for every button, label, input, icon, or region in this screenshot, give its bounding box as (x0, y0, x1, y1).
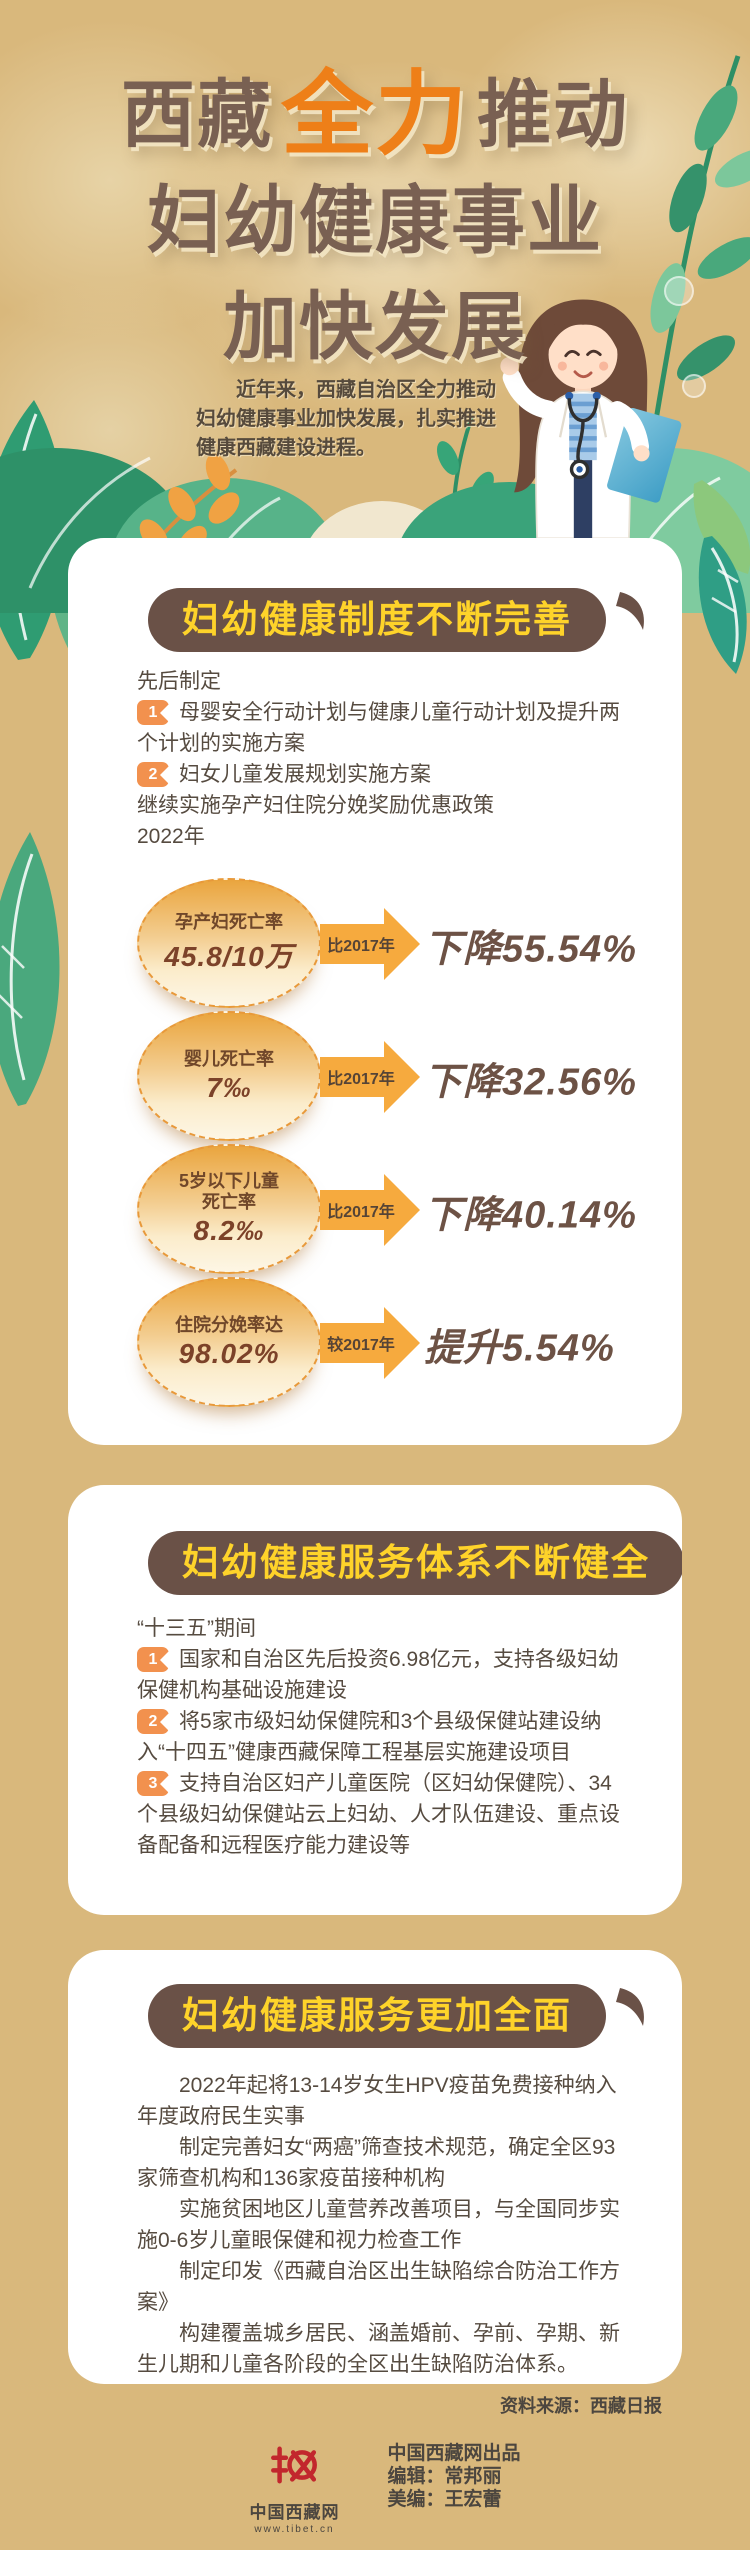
credits: 中国西藏网出品 编辑：常邦丽 美编：王宏蕾 (387, 2438, 520, 2511)
year-label: 2022年 (137, 825, 205, 848)
numbered-item: 1 母婴安全行动计划与健康儿童行动计划及提升两个计划的实施方案 (137, 700, 620, 755)
credit-line: 中国西藏网出品 (387, 2443, 521, 2464)
section-title-pill: 妇幼健康制度不断完善 (148, 588, 606, 652)
stat-row-under5-mortality: 5岁以下儿童死亡率 8.2‰ 比2017年 下降40.14% (68, 1144, 682, 1277)
china-tibet-net-logo (271, 2446, 318, 2484)
item-number-badge: 3 (137, 1771, 169, 1796)
section-header: 妇幼健康制度不断完善 (148, 588, 682, 652)
item-number-badge: 1 (137, 1647, 169, 1672)
item-number-badge: 2 (137, 1709, 169, 1734)
numbered-item: 2 妇女儿童发展规划实施方案 (137, 759, 626, 790)
page-title: 西藏全力 推动 妇幼健康事业 加快发展 (0, 62, 750, 381)
comparison-arrow-icon: 较2017年 (320, 1305, 420, 1381)
footer: 中国西藏网 www.tibet.cn 中国西藏网出品 编辑：常邦丽 美编：王宏蕾 (0, 2438, 750, 2535)
section-header: 妇幼健康服务体系不断健全 (148, 1531, 682, 1595)
statistics-list: 孕产妇死亡率 45.8/10万 比2017年 下降55.54% 婴儿死亡率 7‰… (68, 878, 682, 1410)
card-body: 先后制定 1 母婴安全行动计划与健康儿童行动计划及提升两个计划的实施方案 2 妇女儿… (137, 666, 626, 852)
card-health-system-improvement: 妇幼健康制度不断完善 先后制定 1 母婴安全行动计划与健康儿童行动计划及提升两个计… (68, 538, 682, 1445)
card-body: “十三五”期间 1 国家和自治区先后投资6.98亿元，支持各级妇幼保健机构基础设施… (137, 1613, 626, 1861)
source-line: 资料来源：西藏日报 (500, 2396, 662, 2416)
comparison-arrow-icon: 比2017年 (320, 1172, 420, 1248)
policy-line: 继续实施孕产妇住院分娩奖励优惠政策 (137, 794, 494, 817)
stat-result: 提升5.54% (424, 1327, 615, 1369)
numbered-item: 1 国家和自治区先后投资6.98亿元，支持各级妇幼保健机构基础设施建设 (137, 1647, 619, 1702)
credit-line: 编辑：常邦丽 (387, 2466, 502, 2487)
stat-result: 下降40.14% (424, 1194, 637, 1236)
section-title-pill: 妇幼健康服务体系不断健全 (148, 1531, 682, 1595)
stat-row-infant-mortality: 婴儿死亡率 7‰ 比2017年 下降32.56% (68, 1011, 682, 1144)
lead-text: “十三五”期间 (137, 1617, 256, 1640)
stat-bubble: 5岁以下儿童死亡率 8.2‰ (137, 1144, 321, 1274)
card-body: 2022年起将13-14岁女生HPV疫苗免费接种纳入年度政府民生实事 制定完善妇… (137, 2070, 626, 2380)
stat-bubble: 孕产妇死亡率 45.8/10万 (137, 878, 321, 1008)
lead-text: 先后制定 (137, 670, 221, 693)
paragraph: 制定完善妇女“两癌”筛查技术规范，确定全区93家筛查机构和136家疫苗接种机构 (137, 2136, 616, 2190)
intro-paragraph: 近年来，西藏自治区全力推动妇幼健康事业加快发展，扎实推进健康西藏建设进程。 (196, 379, 496, 459)
card-service-system: 妇幼健康服务体系不断健全 “十三五”期间 1 国家和自治区先后投资6.98亿元，支… (68, 1485, 682, 1915)
paragraph: 2022年起将13-14岁女生HPV疫苗免费接种纳入年度政府民生实事 (137, 2074, 617, 2128)
comparison-arrow-icon: 比2017年 (320, 906, 420, 982)
logo-name: 中国西藏网 (249, 2503, 340, 2522)
paragraph: 制定印发《西藏自治区出生缺陷综合防治工作方案》 (137, 2260, 620, 2314)
paragraph: 实施贫困地区儿童营养改善项目，与全国同步实施0-6岁儿童眼保健和视力检查工作 (137, 2198, 620, 2252)
stat-result: 下降32.56% (424, 1061, 637, 1103)
credit-line: 美编：王宏蕾 (387, 2489, 502, 2510)
title-line-1: 西藏全力 推动 (120, 64, 629, 166)
stat-row-hospital-delivery: 住院分娩率达 98.02% 较2017年 提升5.54% (68, 1277, 682, 1410)
title-accent: 全力 (280, 64, 469, 166)
section-header: 妇幼健康服务更加全面 (148, 1984, 682, 2048)
stat-bubble: 住院分娩率达 98.02% (137, 1277, 321, 1407)
stat-bubble: 婴儿死亡率 7‰ (137, 1011, 321, 1141)
section-title-pill: 妇幼健康服务更加全面 (148, 1984, 606, 2048)
item-number-badge: 1 (137, 700, 169, 725)
stat-row-maternal-mortality: 孕产妇死亡率 45.8/10万 比2017年 下降55.54% (68, 878, 682, 1011)
stat-result: 下降55.54% (424, 928, 637, 970)
title-tail-icon (616, 1988, 644, 2026)
item-number-badge: 2 (137, 762, 169, 787)
paragraph: 构建覆盖城乡居民、涵盖婚前、孕前、孕期、新生儿期和儿童各阶段的全区出生缺陷防治体… (137, 2322, 620, 2376)
comparison-arrow-icon: 比2017年 (320, 1039, 420, 1115)
leaf-decoration-left-mid (0, 832, 60, 1106)
title-tail-icon (616, 592, 644, 630)
logo-block: 中国西藏网 www.tibet.cn (229, 2438, 359, 2535)
numbered-item: 2 将5家市级妇幼保健院和3个县级保健站建设纳入“十四五”健康西藏保障工程基层实施… (137, 1709, 602, 1764)
logo-url: www.tibet.cn (254, 2524, 335, 2535)
numbered-item: 3 支持自治区妇产儿童医院（区妇幼保健院）、34个县级妇幼保健站云上妇幼、人才队伍… (137, 1771, 620, 1857)
card-comprehensive-services: 妇幼健康服务更加全面 2022年起将13-14岁女生HPV疫苗免费接种纳入年度政… (68, 1950, 682, 2384)
title-line-3: 加快发展 (223, 287, 527, 369)
title-line-2: 妇幼健康事业 (147, 181, 603, 263)
